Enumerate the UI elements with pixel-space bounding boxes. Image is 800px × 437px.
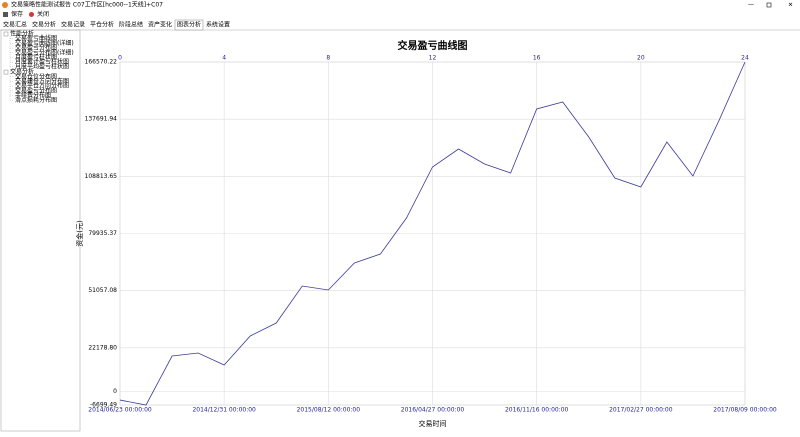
x-date-label: 2016/04/27 00:00:00 (401, 407, 465, 414)
toolbar-icon (29, 12, 34, 17)
x-date-label: 2015/08/12 00:00:00 (297, 407, 361, 414)
x-date-label: 2014/06/23 00:00:00 (88, 407, 152, 414)
tab[interactable]: 系统设置 (206, 21, 230, 29)
tab[interactable]: 交易分析 (32, 21, 56, 29)
x-top-tick-label: 16 (533, 55, 541, 62)
tab[interactable]: 交易记录 (61, 21, 85, 29)
tab[interactable]: 图表分析 (177, 21, 201, 29)
x-top-tick-label: 0 (118, 55, 122, 62)
maximize[interactable] (766, 2, 772, 8)
tab[interactable]: 平仓分析 (90, 21, 114, 29)
y-tick-label: 108813.65 (85, 173, 118, 180)
active-tab (174, 19, 204, 31)
tree-item[interactable]: 交易盈亏曲线图(详细) (15, 39, 74, 47)
tree-expander[interactable] (3, 69, 9, 75)
x-date-label: 2016/11/16 00:00:00 (505, 407, 569, 414)
tree-item[interactable]: 交易建仓方向分布图 (15, 77, 69, 85)
y-tick-label: 166570.22 (85, 59, 118, 66)
x-top-tick-label: 12 (429, 55, 437, 62)
x-date-label: 2014/12/31 00:00:00 (192, 407, 256, 414)
x-date-label: 2017/02/27 00:00:00 (609, 407, 673, 414)
y-tick-label: 79935.37 (88, 230, 117, 237)
chart-title: 交易盈亏曲线图 (398, 39, 468, 52)
tree-item[interactable]: 交易仓位分布图 (15, 72, 57, 80)
x-top-tick-label: 4 (222, 55, 226, 62)
tab[interactable]: 阶段总结 (119, 21, 143, 29)
y-tick-label: 0 (113, 388, 117, 395)
x-top-tick-label: 8 (326, 55, 330, 62)
tree-item[interactable]: 交易平仓方向分布图 (15, 82, 69, 90)
tab[interactable]: 交易汇总 (3, 21, 27, 29)
x-axis-label: 交易时间 (419, 419, 447, 428)
tree-item[interactable]: 月度平均盈亏柱状图 (15, 62, 69, 70)
tree-item[interactable]: 月度累计盈亏柱状图 (15, 58, 69, 66)
close[interactable]: ✕ (788, 2, 793, 9)
toolbar-button[interactable]: 保存 (11, 10, 23, 18)
x-date-label: 2017/08/09 00:00:00 (713, 407, 777, 414)
x-top-tick-label: 20 (637, 55, 645, 62)
tree-expander[interactable] (3, 31, 9, 37)
x-top-tick-label: 24 (741, 55, 749, 62)
tree-item[interactable]: 滑点损耗分布图 (15, 96, 57, 104)
y-tick-label: 22178.80 (88, 344, 117, 351)
window-title: 交易策略性能测试报告 C07工作区[hc000--1天线]+C07 (11, 1, 163, 9)
tree-item[interactable]: 交易盈亏曲线图 (15, 34, 57, 42)
y-axis-label: 资金(元) (75, 220, 84, 247)
tree-item[interactable]: 手续费分布图 (15, 91, 51, 99)
toolbar-button[interactable]: 关闭 (37, 10, 49, 18)
y-tick-label: 51057.08 (88, 287, 117, 294)
equity-line (119, 61, 746, 406)
toolbar-icon (3, 12, 8, 17)
app-icon (2, 2, 8, 8)
tree-item[interactable]: 交易盈亏分布图(详细) (15, 48, 74, 56)
tree-panel (0, 29, 81, 432)
y-tick-label: 137691.94 (85, 116, 118, 123)
tree-group[interactable]: 性能分析 (10, 30, 34, 38)
tree-item[interactable]: 交易盈亏分布图 (15, 44, 57, 52)
y-tick-label: -6699.49 (90, 402, 117, 409)
tab[interactable]: 资产变化 (148, 21, 172, 29)
tree-item[interactable]: 月度盈亏柱状图 (15, 53, 57, 61)
tree-group[interactable]: 交易分析 (10, 68, 34, 76)
minimize[interactable]: — (748, 2, 754, 9)
tree-item[interactable]: 交易盈亏分布图 (15, 86, 57, 94)
